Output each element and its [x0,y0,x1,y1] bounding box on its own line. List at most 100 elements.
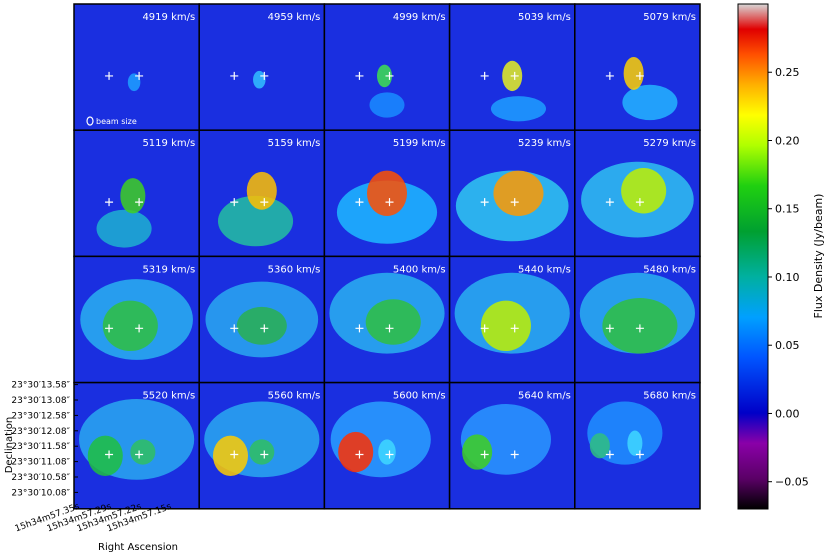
emission-region [87,435,123,476]
dec-tick-label: 23°30′12.08″ [11,427,70,437]
panel-background [74,4,200,131]
source-marker [480,450,489,459]
emission-region [249,439,275,465]
x-axis-title: Right Ascension [98,542,178,553]
source-marker [260,198,269,207]
channel-panel: 5239 km/s [448,129,576,258]
channel-panel: 5319 km/s [73,255,200,384]
colorbar-title: Flux Density (Jy/beam) [812,194,825,319]
source-marker [635,450,644,459]
velocity-label: 5560 km/s [268,391,321,402]
source-marker [260,324,269,333]
velocity-label: 5400 km/s [393,264,446,275]
channel-panel: 4999 km/s [323,3,451,131]
source-marker [105,71,114,80]
channel-panel: 5159 km/s [198,129,326,258]
velocity-label: 5199 km/s [393,138,446,149]
source-marker [510,71,519,80]
source-marker [260,71,269,80]
emission-region [622,84,678,121]
emission-region [623,57,644,90]
colorbar [737,3,769,510]
emission-region [462,434,493,470]
source-marker [135,71,144,80]
channel-panel: 5279 km/s [574,129,701,258]
colorbar-tick-label: 0.10 [775,271,800,284]
source-marker [105,324,114,333]
colorbar-tick-label: −0.05 [775,476,809,489]
emission-region [217,195,294,247]
emission-region [490,96,547,122]
emission-region [96,209,152,248]
velocity-label: 4999 km/s [393,12,446,23]
source-marker [635,324,644,333]
emission-region [493,170,544,217]
velocity-label: 5039 km/s [518,12,571,23]
source-marker [605,198,614,207]
channel-panel: 5520 km/s [73,381,200,510]
emission-region [480,300,531,352]
emission-region [369,92,405,118]
source-marker [480,324,489,333]
velocity-label: 5520 km/s [142,391,195,402]
source-marker [230,450,239,459]
emission-region [130,439,156,465]
colorbar-tick-label: 0.15 [775,203,800,216]
velocity-label: 5239 km/s [518,138,571,149]
channel-panel: 4919 km/s [73,3,200,131]
channel-panel: 5600 km/s [323,381,451,510]
channel-panel: 5400 km/s [323,255,451,384]
beam-size-label: beam size [96,117,137,126]
dec-tick-label: 23°30′13.58″ [11,381,70,391]
dec-tick-label: 23°30′11.08″ [11,458,70,468]
source-marker [230,198,239,207]
source-marker [510,324,519,333]
channel-panel: 5680 km/s [574,381,701,510]
channel-panel: 5119 km/s [73,129,200,258]
source-marker [385,198,394,207]
emission-region [102,300,158,352]
dec-tick-label: 23°30′10.58″ [11,473,70,483]
source-marker [510,450,519,459]
dec-tick-label: 23°30′11.58″ [11,442,70,452]
velocity-label: 5319 km/s [142,264,195,275]
channel-panel: 4959 km/s [198,3,326,131]
source-marker [480,71,489,80]
source-marker [355,450,364,459]
velocity-label: 5159 km/s [268,138,321,149]
velocity-label: 5600 km/s [393,391,446,402]
source-marker [135,450,144,459]
channel-panel: 5199 km/s [323,129,451,258]
source-marker [230,324,239,333]
channel-panel: 5079 km/s [574,3,701,131]
colorbar-tick-label: 0.25 [775,66,800,79]
emission-region [627,430,643,456]
panel-background [199,4,325,131]
channel-panel: 5039 km/s [448,3,576,131]
velocity-label: 5480 km/s [643,264,696,275]
source-marker [385,450,394,459]
source-marker [510,198,519,207]
source-marker [105,450,114,459]
dec-tick-label: 23°30′13.08″ [11,396,70,406]
velocity-label: 5440 km/s [518,264,571,275]
emission-region [212,435,249,476]
colorbar-tick-label: 0.05 [775,339,800,352]
source-marker [230,71,239,80]
source-marker [635,71,644,80]
velocity-label: 5360 km/s [268,264,321,275]
channel-panel: 5440 km/s [448,255,576,384]
channel-panel: 5480 km/s [574,255,701,384]
source-marker [355,71,364,80]
velocity-label: 4959 km/s [268,12,321,23]
emission-region [120,178,146,214]
dec-tick-label: 23°30′12.58″ [11,411,70,421]
emission-region [338,431,374,473]
source-marker [355,198,364,207]
emission-region [236,306,287,345]
channel-panel: 5360 km/s [198,255,326,384]
colorbar-tick-label: 0.00 [775,407,800,420]
source-marker [635,198,644,207]
source-marker [385,324,394,333]
